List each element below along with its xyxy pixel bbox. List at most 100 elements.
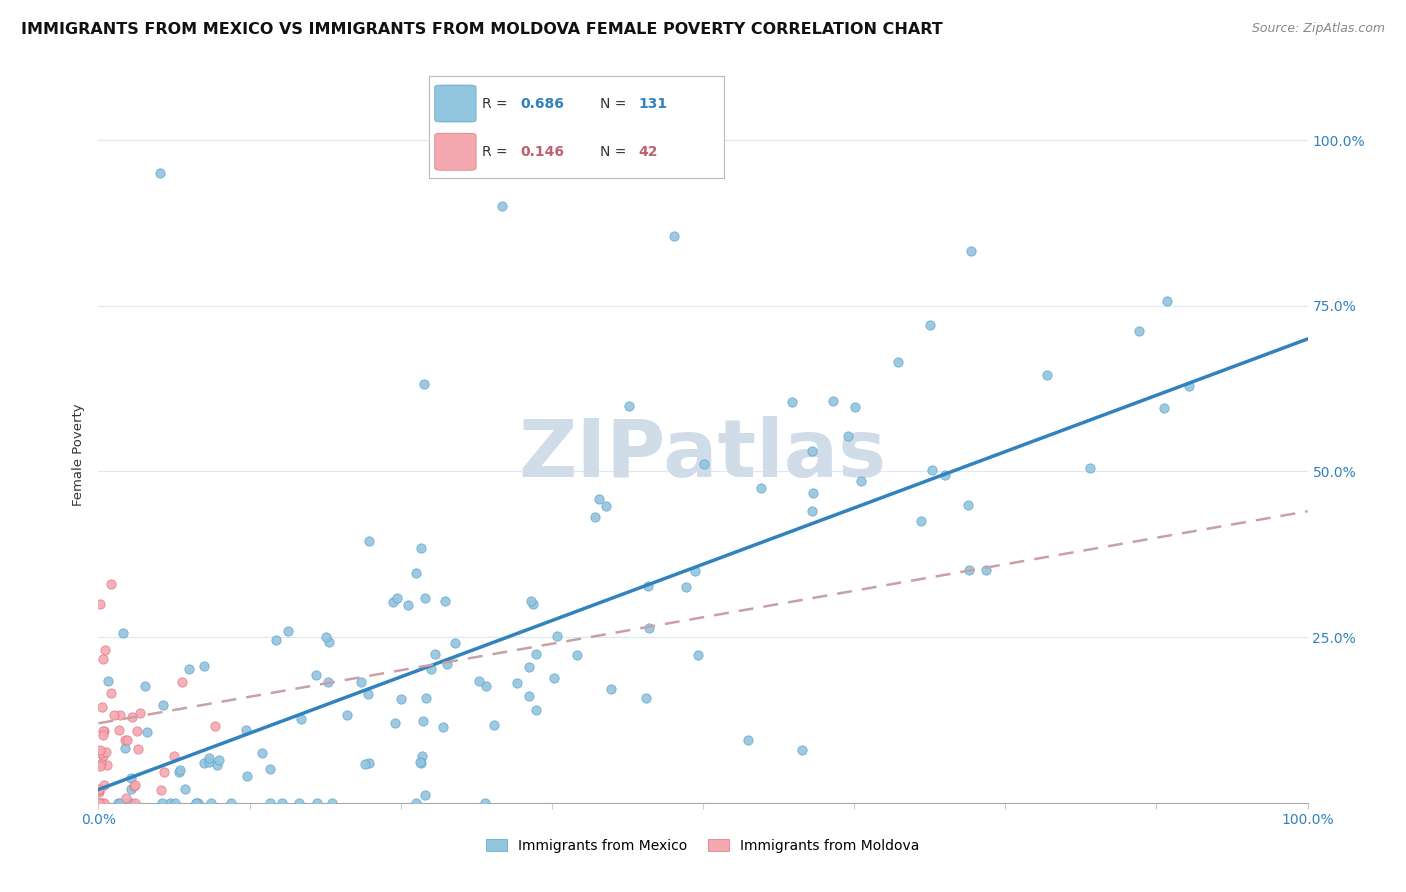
Point — [87, 781, 110, 796]
Point — [484, 717, 506, 731]
FancyBboxPatch shape — [434, 133, 477, 170]
Point — [89, 597, 111, 611]
Point — [419, 662, 441, 676]
Point — [617, 400, 640, 414]
Point — [887, 355, 910, 369]
Point — [127, 741, 149, 756]
Point — [97, 673, 120, 688]
Point — [359, 756, 381, 770]
Point — [413, 591, 436, 605]
Point — [259, 762, 281, 776]
Point — [120, 796, 142, 810]
Point — [436, 657, 458, 671]
Point — [934, 467, 956, 482]
Point — [318, 635, 340, 649]
Point — [801, 486, 824, 500]
Point — [90, 756, 112, 771]
Point — [114, 733, 136, 747]
Point — [468, 674, 491, 689]
Point — [110, 708, 132, 723]
Point — [193, 756, 215, 770]
Point — [250, 747, 273, 761]
Point — [1036, 368, 1059, 382]
Point — [546, 629, 568, 643]
Point — [277, 624, 299, 638]
Point — [444, 636, 467, 650]
Point — [198, 751, 221, 765]
Point — [415, 690, 437, 705]
Point — [675, 581, 697, 595]
Point — [87, 796, 110, 810]
Point — [588, 491, 610, 506]
Point — [120, 782, 142, 797]
Point — [108, 796, 131, 810]
Text: N =: N = — [600, 96, 631, 111]
Point — [921, 463, 943, 477]
Point — [411, 748, 433, 763]
Point — [821, 393, 844, 408]
Point — [405, 566, 427, 581]
Point — [90, 796, 112, 810]
Point — [122, 779, 145, 793]
Point — [957, 563, 980, 577]
Point — [595, 499, 617, 513]
Point — [517, 659, 540, 673]
Text: N =: N = — [600, 145, 631, 159]
Point — [1153, 401, 1175, 415]
Point — [150, 796, 173, 810]
Point — [910, 514, 932, 528]
Point — [475, 679, 498, 693]
FancyBboxPatch shape — [434, 85, 477, 122]
Point — [918, 318, 941, 333]
Point — [90, 746, 112, 760]
Point — [115, 733, 138, 747]
Point — [837, 429, 859, 443]
Point — [637, 579, 659, 593]
Point — [270, 796, 292, 810]
Point — [124, 778, 146, 792]
Point — [315, 630, 337, 644]
Point — [115, 791, 138, 805]
Point — [385, 591, 408, 606]
Point — [125, 723, 148, 738]
Point — [405, 796, 427, 810]
Point — [321, 796, 343, 810]
Point — [87, 785, 110, 799]
Point — [96, 758, 118, 772]
Point — [565, 648, 588, 662]
Text: R =: R = — [482, 145, 512, 159]
Text: 42: 42 — [638, 145, 658, 159]
Point — [219, 796, 242, 810]
Point — [134, 680, 156, 694]
Point — [163, 749, 186, 764]
Point — [93, 778, 115, 792]
Point — [167, 765, 190, 780]
Point — [524, 703, 547, 717]
Point — [413, 789, 436, 803]
Point — [693, 457, 716, 471]
Point — [524, 648, 547, 662]
Point — [184, 796, 207, 810]
Point — [634, 690, 657, 705]
Point — [1178, 379, 1201, 393]
Point — [520, 594, 543, 608]
Point — [91, 748, 114, 763]
Text: 0.146: 0.146 — [520, 145, 564, 159]
Point — [305, 796, 328, 810]
Point — [411, 756, 433, 771]
Point — [198, 755, 221, 769]
Point — [664, 229, 686, 244]
Point — [956, 498, 979, 512]
Point — [163, 796, 186, 810]
Point — [159, 796, 181, 810]
Point — [107, 796, 129, 810]
Point — [688, 648, 710, 662]
Point — [235, 723, 257, 738]
Point — [150, 783, 173, 797]
Point — [749, 481, 772, 495]
Point — [522, 597, 544, 611]
Point — [790, 742, 813, 756]
Point — [135, 725, 157, 739]
Point — [149, 166, 172, 180]
Point — [737, 733, 759, 747]
